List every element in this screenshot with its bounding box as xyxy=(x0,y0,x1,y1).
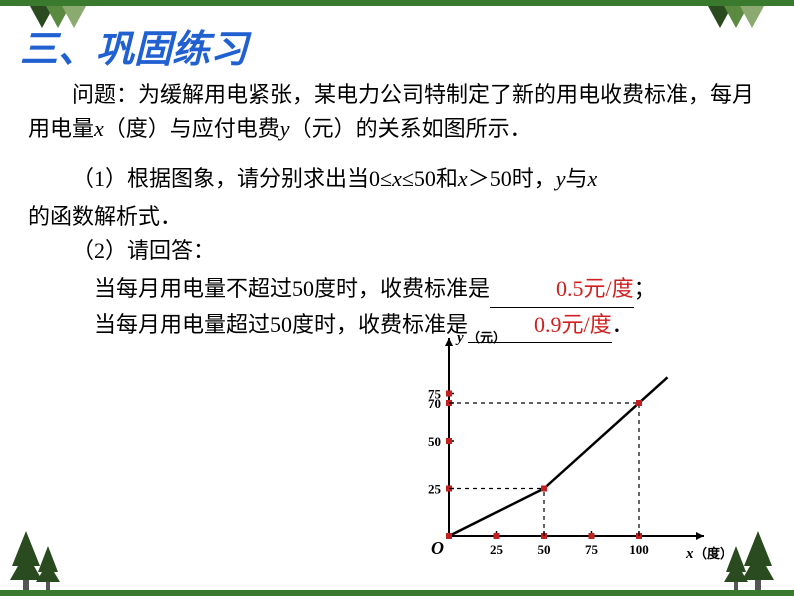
var-x: x xyxy=(94,116,104,141)
content-area: 问题：为缓解用电紧张，某电力公司特制定了新的用电收费标准，每月用电量x（度）与应… xyxy=(28,78,766,343)
chart-container: y（元）x（度）O25507510025507075 xyxy=(394,326,724,571)
q1-end-line: 的函数解析式． xyxy=(28,200,766,234)
q1-prefix: （1）根据图象，请分别求出当0≤ xyxy=(72,166,392,191)
q2-line1: 当每月用电量不超过50度时，收费标准是 0.5元/度； xyxy=(28,272,766,307)
var-x: x xyxy=(587,166,597,191)
q1-suffix: ＞50时， xyxy=(468,166,556,191)
answer-1: 0.5元/度 xyxy=(556,276,634,301)
svg-text:75: 75 xyxy=(585,542,599,557)
decor-trees-right xyxy=(724,531,774,590)
q1-mid: ≤50和 xyxy=(402,166,458,191)
var-y: y xyxy=(280,116,290,141)
var-x: x xyxy=(392,166,402,191)
chart-svg: y（元）x（度）O25507510025507075 xyxy=(394,326,724,571)
svg-text:y: y xyxy=(455,330,464,346)
svg-text:100: 100 xyxy=(629,542,649,557)
problem-intro: 问题：为缓解用电紧张，某电力公司特制定了新的用电收费标准，每月用电量x（度）与应… xyxy=(28,78,766,146)
svg-text:25: 25 xyxy=(428,482,442,497)
svg-text:（元）: （元） xyxy=(467,330,506,345)
svg-text:75: 75 xyxy=(428,387,442,402)
tail-intro: （元）的关系如图所示． xyxy=(290,116,532,141)
section-heading: 三、巩固练习 xyxy=(20,18,248,73)
var-y: y xyxy=(556,166,566,191)
var-x: x xyxy=(458,166,468,191)
border-bottom xyxy=(0,590,794,596)
q1-tail: 与 xyxy=(565,166,587,191)
svg-text:50: 50 xyxy=(428,434,441,449)
unit-degree: （度）与应付电费 xyxy=(104,116,280,141)
decor-triangles-right xyxy=(708,6,764,28)
q2-line1-suffix: ； xyxy=(634,276,656,301)
q2-line1-prefix: 当每月用电量不超过50度时，收费标准是 xyxy=(94,276,490,301)
svg-text:O: O xyxy=(431,538,444,558)
question-1: （1）根据图象，请分别求出当0≤x≤50和x＞50时，y与x xyxy=(28,162,766,196)
svg-text:（度）: （度） xyxy=(694,546,724,561)
question-2-header: （2）请回答： xyxy=(28,234,766,268)
border-top xyxy=(0,0,794,6)
svg-text:x: x xyxy=(685,546,694,562)
decor-trees-left xyxy=(10,531,60,590)
svg-text:25: 25 xyxy=(490,542,504,557)
svg-text:50: 50 xyxy=(538,542,551,557)
